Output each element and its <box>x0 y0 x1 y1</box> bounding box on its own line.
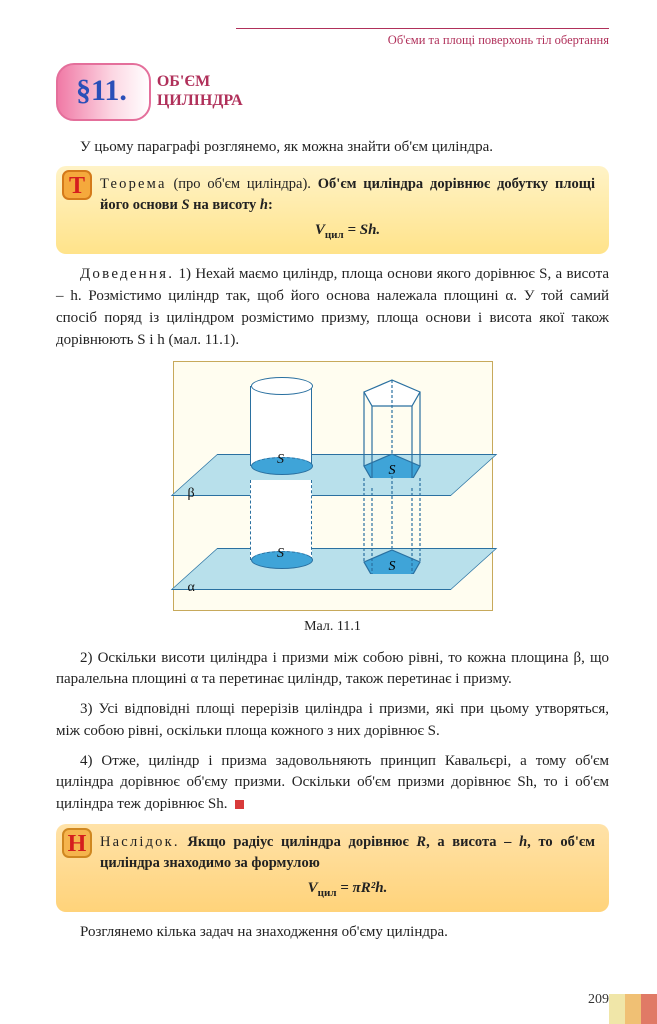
coroll-R: R <box>416 834 426 850</box>
formula-sub: цил <box>325 229 344 241</box>
formula-eq: = <box>344 222 360 238</box>
cformula-V: V <box>308 880 318 896</box>
cylinder-upper: S <box>250 386 312 466</box>
formula-rhs: Sh. <box>360 222 380 238</box>
cformula-rhs: R²h. <box>361 880 388 896</box>
formula-V: V <box>315 222 325 238</box>
closing-paragraph: Розглянемо кілька задач на знаходження о… <box>56 922 609 944</box>
figure-11-1: β α S S <box>56 361 609 637</box>
section-symbol: § <box>76 69 91 113</box>
cyl-top-ellipse <box>251 377 313 395</box>
proof-label: Доведення. <box>80 266 174 282</box>
page-number: 209 <box>588 990 609 1010</box>
prism-upper: S <box>352 378 422 478</box>
cformula-eq: = π <box>337 880 361 896</box>
svg-text:S: S <box>388 559 395 574</box>
proof-p3: 3) Усі відповідні площі перерізів цилінд… <box>56 699 609 743</box>
qed-icon <box>235 800 244 809</box>
theorem-text: Теорема (про об'єм циліндра). Об'єм цилі… <box>100 174 595 216</box>
running-header: Об'єми та площі поверхонь тіл обертання <box>236 28 609 49</box>
plane-beta <box>170 454 497 496</box>
figure-caption: Мал. 11.1 <box>56 617 609 637</box>
cyl-S-lower: S <box>277 544 284 564</box>
prism-lower: S <box>352 474 422 574</box>
proof-p4: 4) Отже, циліндр і призма задовольняють … <box>56 751 609 816</box>
theorem-formula: Vцил = Sh. <box>100 220 595 244</box>
corollary-label: Наслідок. <box>100 834 180 850</box>
plane-alpha <box>170 548 497 590</box>
coroll-h: h <box>519 834 527 850</box>
corollary-text: Наслідок. Якщо радіус циліндра дорівнює … <box>100 832 595 874</box>
theorem-paren: (про об'єм циліндра). <box>173 176 310 192</box>
cformula-sub: цил <box>318 887 337 899</box>
section-title: ОБ'ЄМ ЦИЛІНДРА <box>157 73 243 110</box>
intro-paragraph: У цьому параграфі розглянемо, як можна з… <box>56 137 609 159</box>
theorem-h: h <box>260 197 268 213</box>
theorem-label: Теорема <box>100 176 167 192</box>
proof-p1: Доведення. 1) Нехай маємо циліндр, площа… <box>56 264 609 351</box>
coroll-lead: Якщо радіус циліндра дорівнює <box>187 834 416 850</box>
label-beta: β <box>188 484 195 504</box>
coroll-mid: , а висота – <box>426 834 519 850</box>
corollary-box: Н Наслідок. Якщо радіус циліндра дорівню… <box>56 824 609 912</box>
section-badge: § 11. <box>56 63 151 121</box>
proof-p2: 2) Оскільки висоти циліндра і призми між… <box>56 648 609 692</box>
corner-decoration-icon <box>609 994 657 1024</box>
theorem-letter-icon: Т <box>62 170 92 200</box>
cyl-S-upper: S <box>277 450 284 470</box>
proof-p4-text: 4) Отже, циліндр і призма задовольняють … <box>56 753 609 813</box>
theorem-box: Т Теорема (про об'єм циліндра). Об'єм ци… <box>56 166 609 254</box>
cylinder-lower: S <box>250 480 312 560</box>
theorem-mid: на висоту <box>190 197 260 213</box>
theorem-S: S <box>181 197 189 213</box>
theorem-end: : <box>268 197 273 213</box>
corollary-formula: Vцил = πR²h. <box>100 878 595 902</box>
section-number: 11. <box>91 69 127 113</box>
corollary-letter-icon: Н <box>62 828 92 858</box>
section-header: § 11. ОБ'ЄМ ЦИЛІНДРА <box>56 63 609 121</box>
figure-canvas: β α S S <box>173 361 493 611</box>
label-alpha: α <box>188 578 195 598</box>
